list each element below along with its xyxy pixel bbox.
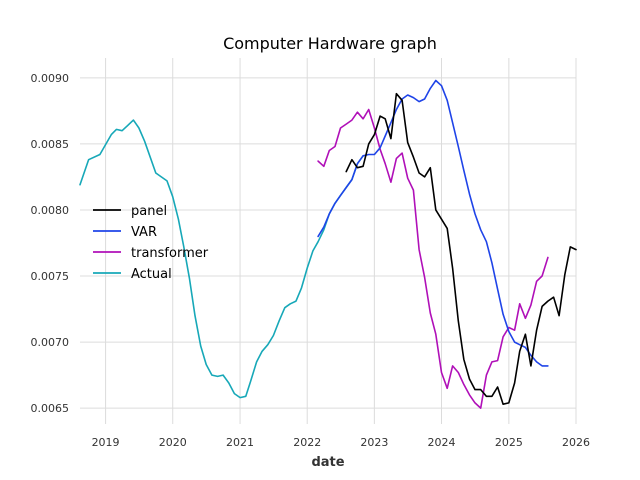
x-tick-label: 2024 [428, 436, 456, 449]
y-tick-label: 0.0065 [31, 402, 70, 415]
axes: 2019 2020 2021 2022 2023 2024 2025 2026 0.0065 0.… [31, 72, 591, 449]
y-tick-label: 0.0070 [31, 336, 70, 349]
y-tick-label: 0.0090 [31, 72, 70, 85]
grid [80, 58, 577, 424]
x-tick-label: 2022 [293, 436, 321, 449]
x-tick-label: 2025 [495, 436, 523, 449]
y-tick-label: 0.0075 [31, 270, 70, 283]
legend: panel VAR transformer Actual [93, 204, 209, 282]
series-line-transformer [317, 108, 549, 409]
legend-label-panel: panel [131, 204, 167, 219]
x-tick-label: 2023 [360, 436, 388, 449]
legend-label-transformer: transformer [131, 246, 209, 261]
x-axis-label: date [311, 455, 344, 470]
legend-label-actual: Actual [131, 267, 172, 282]
legend-label-var: VAR [131, 225, 157, 240]
x-tick-label: 2021 [226, 436, 254, 449]
x-tick-label: 2019 [92, 436, 120, 449]
x-tick-label: 2020 [159, 436, 187, 449]
y-tick-label: 0.0085 [31, 138, 70, 151]
series-line-actual [79, 119, 364, 399]
series-line-panel [345, 92, 577, 405]
series-lines [79, 79, 577, 409]
chart-title: Computer Hardware graph [223, 34, 437, 53]
y-tick-label: 0.0080 [31, 204, 70, 217]
x-tick-label: 2026 [562, 436, 590, 449]
